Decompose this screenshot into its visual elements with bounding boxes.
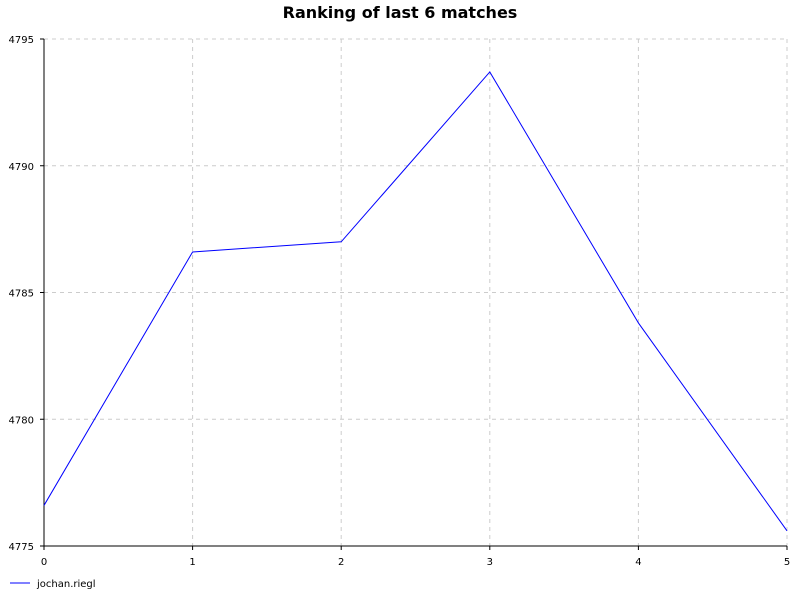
legend-label: jochan.riegl: [36, 579, 96, 590]
x-tick-label: 4: [635, 557, 641, 568]
x-tick-label: 1: [189, 557, 195, 568]
x-tick-label: 0: [41, 557, 47, 568]
x-tick-label: 3: [487, 557, 493, 568]
x-tick-label: 5: [784, 557, 790, 568]
series-line: [43, 71, 788, 532]
chart-title: Ranking of last 6 matches: [283, 3, 518, 22]
x-tick-label: 2: [338, 557, 344, 568]
legend: jochan.riegl: [10, 579, 96, 590]
y-tick-label: 4780: [9, 415, 34, 426]
y-tick-label: 4775: [9, 542, 34, 553]
grid: [44, 38, 788, 546]
tick-labels: 4775 4780 4785 4790 4795 0 1 2 3 4 5: [9, 35, 791, 568]
y-tick-label: 4795: [9, 35, 34, 46]
series-layer: [43, 71, 788, 532]
y-tick-label: 4790: [9, 162, 34, 173]
y-tick-label: 4785: [9, 289, 34, 300]
